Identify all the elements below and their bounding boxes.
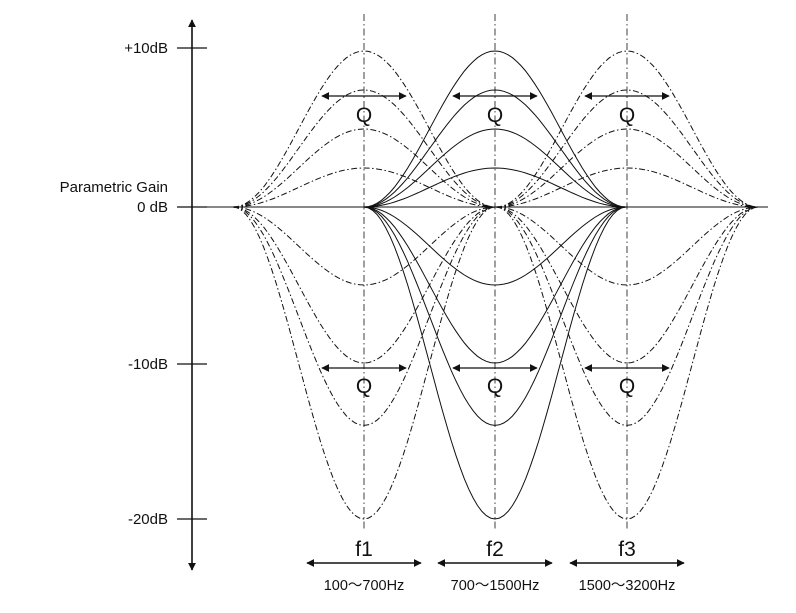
f2-curve-0: [363, 50, 627, 208]
f1-curve-3: [232, 167, 496, 208]
f1-label: f1: [355, 538, 373, 561]
f3-curve-4: [495, 206, 759, 286]
f1-q-label-lower: Q: [356, 375, 372, 398]
f3-q-label-lower: Q: [619, 375, 635, 398]
f2-range: 700～1500Hz: [451, 578, 540, 594]
f3-q-label-upper: Q: [619, 104, 635, 127]
f1-curve-7: [232, 206, 496, 520]
f3-curve-7: [495, 206, 759, 520]
f1-curve-4: [232, 206, 496, 286]
f3-curve-2: [495, 128, 759, 208]
f2-q-label-upper: Q: [487, 104, 503, 127]
tick-label-minus20: -20dB: [128, 511, 168, 528]
f3-curve-3: [495, 167, 759, 208]
f3-label: f3: [618, 538, 636, 561]
tick-label-minus10: -10dB: [128, 356, 168, 373]
f3-range: 1500～3200Hz: [579, 578, 676, 594]
tick-label-0: 0 dB: [137, 199, 168, 216]
f2-q-label-lower: Q: [487, 375, 503, 398]
tick-label-plus10: +10dB: [124, 40, 168, 57]
f2-label: f2: [486, 538, 504, 561]
f3-curve-1: [495, 89, 759, 208]
f2-curve-7: [363, 206, 627, 520]
f2-curve-2: [363, 128, 627, 208]
f1-q-label-upper: Q: [356, 104, 372, 127]
f1-range: 100～700Hz: [324, 578, 405, 594]
f2-curve-3: [363, 167, 627, 208]
f1-curve-2: [232, 128, 496, 208]
axis-title: Parametric Gain: [60, 179, 168, 196]
